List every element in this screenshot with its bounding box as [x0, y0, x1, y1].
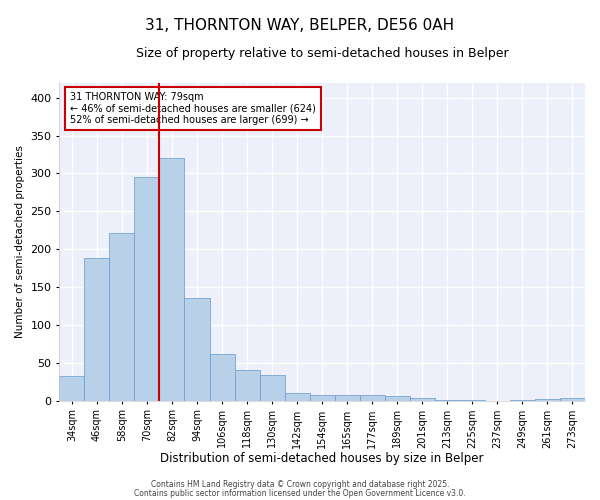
Bar	[160, 158, 184, 400]
Title: Size of property relative to semi-detached houses in Belper: Size of property relative to semi-detach…	[136, 48, 508, 60]
Text: 31, THORNTON WAY, BELPER, DE56 0AH: 31, THORNTON WAY, BELPER, DE56 0AH	[145, 18, 455, 32]
Bar	[560, 398, 585, 400]
Text: Contains public sector information licensed under the Open Government Licence v3: Contains public sector information licen…	[134, 488, 466, 498]
Bar	[535, 399, 560, 400]
Bar	[184, 298, 209, 400]
Bar	[109, 234, 134, 400]
Bar	[260, 375, 284, 400]
Bar	[310, 396, 335, 400]
Y-axis label: Number of semi-detached properties: Number of semi-detached properties	[15, 145, 25, 338]
Text: Contains HM Land Registry data © Crown copyright and database right 2025.: Contains HM Land Registry data © Crown c…	[151, 480, 449, 489]
Bar	[284, 393, 310, 400]
X-axis label: Distribution of semi-detached houses by size in Belper: Distribution of semi-detached houses by …	[160, 452, 484, 465]
Bar	[235, 370, 260, 400]
Text: 31 THORNTON WAY: 79sqm
← 46% of semi-detached houses are smaller (624)
52% of se: 31 THORNTON WAY: 79sqm ← 46% of semi-det…	[70, 92, 316, 125]
Bar	[59, 376, 85, 400]
Bar	[385, 396, 410, 400]
Bar	[335, 394, 360, 400]
Bar	[85, 258, 109, 400]
Bar	[360, 394, 385, 400]
Bar	[209, 354, 235, 401]
Bar	[410, 398, 435, 400]
Bar	[134, 177, 160, 400]
